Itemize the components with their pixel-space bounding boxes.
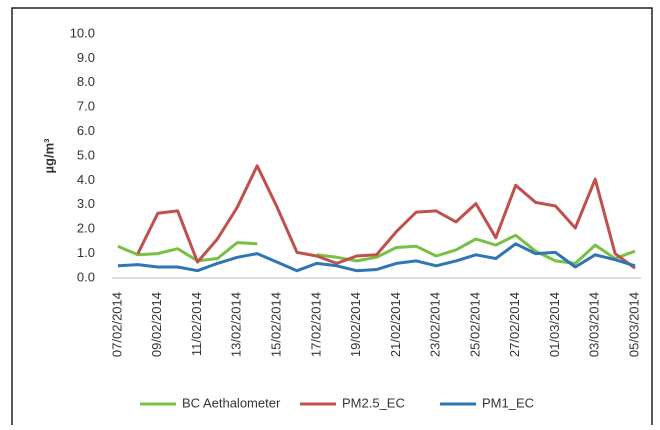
- y-tick-label: 9.0: [77, 50, 95, 65]
- x-tick-label: 13/02/2014: [229, 292, 244, 357]
- x-tick-label: 11/02/2014: [189, 292, 204, 356]
- y-tick-label: 7.0: [77, 99, 95, 114]
- y-tick-label: 0.0: [77, 269, 95, 284]
- y-tick-label: 5.0: [77, 147, 95, 162]
- series-line: [316, 233, 636, 265]
- x-tick-label: 27/02/2014: [507, 292, 522, 357]
- y-tick-label: 6.0: [77, 123, 95, 138]
- legend-label: BC Aethalometer: [182, 395, 281, 410]
- series-line: [117, 242, 636, 273]
- y-tick-label: 2.0: [77, 221, 95, 236]
- x-tick-label: 21/02/2014: [388, 292, 403, 357]
- y-tick-label: 1.0: [77, 245, 95, 260]
- x-tick-label: 17/02/2014: [308, 292, 323, 357]
- y-tick-label: 4.0: [77, 172, 95, 187]
- y-axis-label: µg/m³: [41, 138, 56, 174]
- frame: [11, 7, 653, 430]
- y-tick-label: 10.0: [70, 25, 95, 40]
- legend-label: PM1_EC: [482, 395, 534, 410]
- y-tick-label: 3.0: [77, 196, 95, 211]
- x-tick-label: 23/02/2014: [428, 292, 443, 357]
- series-line: [136, 164, 636, 270]
- x-tick-label: 03/03/2014: [587, 292, 602, 357]
- x-tick-label: 25/02/2014: [467, 292, 482, 357]
- x-tick-label: 15/02/2014: [269, 292, 284, 357]
- x-tick-label: 09/02/2014: [149, 292, 164, 357]
- series-line: [117, 241, 258, 263]
- x-tick-label: 07/02/2014: [109, 292, 124, 357]
- legend-label: PM2.5_EC: [342, 395, 405, 410]
- x-tick-label: 05/03/2014: [626, 292, 641, 357]
- x-tick-label: 19/02/2014: [348, 292, 363, 357]
- x-tick-label: 01/03/2014: [547, 292, 562, 357]
- y-tick-label: 8.0: [77, 74, 95, 89]
